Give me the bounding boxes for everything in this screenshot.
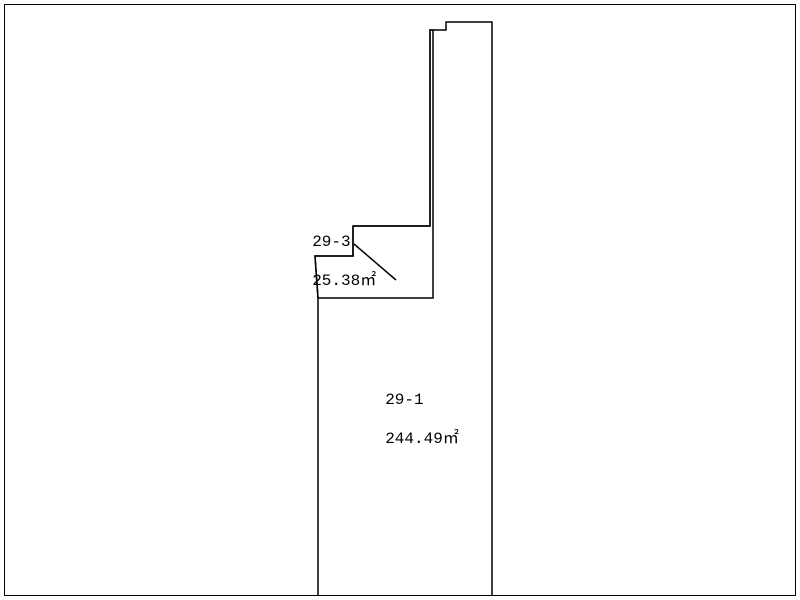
parcel-sub-label: 29-3 25.38㎡: [293, 214, 376, 291]
parcel-main-area: 244.49㎡: [385, 430, 459, 448]
parcel-diagram: [0, 0, 800, 600]
parcel-sub-area: 25.38㎡: [312, 272, 376, 290]
parcel-sub-id: 29-3: [312, 233, 350, 251]
parcel-main-label: 29-1 244.49㎡: [366, 372, 459, 449]
parcel-main-id: 29-1: [385, 391, 423, 409]
parcel-main-outline: [315, 22, 492, 596]
